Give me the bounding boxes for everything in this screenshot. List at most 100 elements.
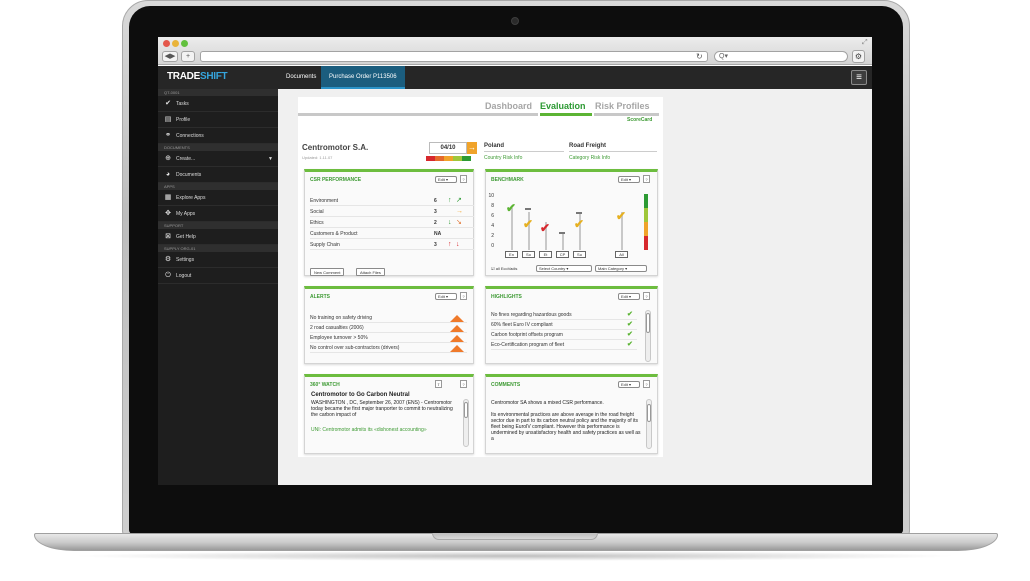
scorecard-subtitle: ScoreCard [627, 117, 653, 123]
comments-card: COMMENTS Edit ▾ ? Centromotor SA shows a… [485, 374, 658, 454]
sidebar-item-create[interactable]: ⊕ Create... ▼ [158, 151, 278, 167]
sidebar-item-tasks[interactable]: ✔ Tasks [158, 96, 278, 112]
scrollbar-thumb[interactable] [646, 313, 650, 333]
new-tab-button[interactable]: + [181, 51, 195, 62]
tab-dashboard[interactable]: Dashboard [485, 101, 533, 111]
documents-icon: ◕ [165, 171, 171, 178]
help-icon[interactable]: ? [460, 292, 467, 300]
score-bar-4 [453, 156, 462, 161]
connections-icon: ⚭ [165, 132, 171, 139]
chevron-down-icon: ▼ [268, 156, 273, 162]
sidebar-item-get-help[interactable]: ⊠ Get Help [158, 229, 278, 245]
tab-risk-profiles[interactable]: Risk Profiles [595, 101, 650, 111]
alerts-card: ALERTS Edit ▾ ? No training on safety dr… [304, 286, 474, 364]
score-bar-2 [435, 156, 444, 161]
score-arrow-icon[interactable]: → [467, 142, 477, 154]
share-icon[interactable]: ⇪ [435, 380, 442, 388]
new-comment-button[interactable]: New Comment [310, 268, 345, 276]
watch-link[interactable]: UNI: Centromotor admits its «dishonest a… [311, 427, 427, 433]
benchmark-label: Su [573, 251, 586, 258]
benchmark-label: So [522, 251, 535, 258]
browser-settings-icon[interactable]: ⚙ [852, 50, 865, 63]
laptop-notch [432, 533, 598, 540]
edit-dropdown[interactable]: Edit ▾ [435, 293, 457, 300]
tab-purchase-order[interactable]: Purchase Order P113506 [321, 66, 405, 89]
category-label: Road Freight [569, 143, 606, 149]
scrollbar-thumb[interactable] [464, 402, 468, 418]
benchmark-marker [525, 208, 531, 210]
csr-row: Customers & Product NA [310, 229, 474, 239]
score-bar-1 [426, 156, 435, 161]
sidebar-item-settings[interactable]: ⚙ Settings [158, 252, 278, 268]
card-title: BENCHMARK [491, 177, 524, 183]
card-title: CSR PERFORMANCE [310, 177, 362, 183]
country-risk-link[interactable]: Country Risk Info [484, 155, 523, 161]
screen: ◀▶ + ↻ Q▾ ⚙ ⤢ TRADESHIFT Documents Purch… [158, 37, 872, 485]
help-icon[interactable]: ? [643, 380, 650, 388]
check-icon: ✔ [627, 311, 633, 318]
scrollbar[interactable] [645, 310, 651, 362]
move-icon: ✥ [165, 210, 171, 217]
edit-dropdown[interactable]: Edit ▾ [435, 176, 457, 183]
csr-row: Supply Chain 3 ↑ ↓ [310, 240, 474, 250]
sidebar-item-my-apps[interactable]: ✥ My Apps [158, 206, 278, 222]
alert-item: Employee turnover > 50% [310, 333, 467, 343]
tradeshift-logo[interactable]: TRADESHIFT [167, 71, 228, 82]
edit-dropdown[interactable]: Edit ▾ [618, 293, 640, 300]
help-icon[interactable]: ? [643, 292, 650, 300]
refresh-icon[interactable]: ↻ [696, 52, 703, 61]
main-category-dropdown[interactable]: Main Category ▾ [595, 265, 647, 272]
benchmark-label: All [615, 251, 628, 258]
sidebar-item-logout[interactable]: ⏻ Logout [158, 268, 278, 284]
comment-paragraph: Its environmental practices are above av… [491, 412, 641, 442]
benchmark-label: CP [556, 251, 569, 258]
sidebar-section-apps: APPS [158, 183, 278, 190]
edit-dropdown[interactable]: Edit ▾ [618, 381, 640, 388]
minimize-window-button[interactable] [172, 40, 179, 47]
category-rule [569, 151, 657, 152]
axis-label: 4 [491, 223, 494, 229]
scrollbar-thumb[interactable] [647, 404, 651, 422]
help-icon[interactable]: ? [460, 175, 467, 183]
fullscreen-icon[interactable]: ⤢ [862, 39, 868, 46]
laptop-shadow [70, 551, 960, 561]
select-country-dropdown[interactable]: Select Country ▾ [536, 265, 592, 272]
all-ecovadis-checkbox[interactable]: ☑ all EcoVadis [491, 266, 518, 271]
benchmark-column [545, 222, 547, 250]
scrollbar[interactable] [646, 399, 652, 449]
benchmark-column [528, 212, 530, 250]
edit-dropdown[interactable]: Edit ▾ [618, 176, 640, 183]
benchmark-marker [559, 232, 565, 234]
trend-up-icon: ↑ [448, 241, 452, 248]
trend-diagonal-icon: ↘ [456, 219, 462, 226]
help-icon[interactable]: ? [460, 380, 467, 388]
browser-search-input[interactable]: Q▾ [714, 51, 848, 62]
warning-icon [450, 345, 464, 352]
back-button[interactable]: ◀▶ [162, 51, 178, 62]
attach-files-button[interactable]: Attach Files [356, 268, 385, 276]
csr-performance-card: CSR PERFORMANCE Edit ▾ ? Environment 6 ↑ ↗ … [304, 169, 474, 276]
sidebar-item-connections[interactable]: ⚭ Connections [158, 128, 278, 144]
menu-icon[interactable]: ≡ [851, 70, 867, 85]
zoom-window-button[interactable] [181, 40, 188, 47]
address-bar[interactable] [200, 51, 708, 62]
close-window-button[interactable] [163, 40, 170, 47]
tab-evaluation[interactable]: Evaluation [540, 101, 586, 111]
watch-card: 360° WATCH ⇪ ? Centromotor to Go Carbon … [304, 374, 474, 454]
warning-icon [450, 315, 464, 322]
scorecard-tabs: Dashboard Evaluation Risk Profiles Score… [298, 97, 663, 123]
category-risk-link[interactable]: Category Risk Info [569, 155, 611, 161]
check-icon: ✔ [540, 221, 551, 235]
sidebar-item-documents[interactable]: ◕ Documents [158, 167, 278, 183]
scrollbar[interactable] [463, 399, 469, 447]
tab-documents[interactable]: Documents [286, 74, 317, 80]
country-label: Poland [484, 143, 505, 149]
watch-headline: Centromotor to Go Carbon Neutral [311, 392, 410, 398]
sidebar-item-profile[interactable]: ▤ Profile [158, 112, 278, 128]
top-bar: TRADESHIFT Documents Purchase Order P113… [158, 66, 872, 89]
trend-diagonal-icon: ↗ [456, 197, 462, 204]
benchmark-column [621, 212, 623, 250]
help-icon[interactable]: ? [643, 175, 650, 183]
sidebar-item-explore-apps[interactable]: ▦ Explore Apps [158, 190, 278, 206]
